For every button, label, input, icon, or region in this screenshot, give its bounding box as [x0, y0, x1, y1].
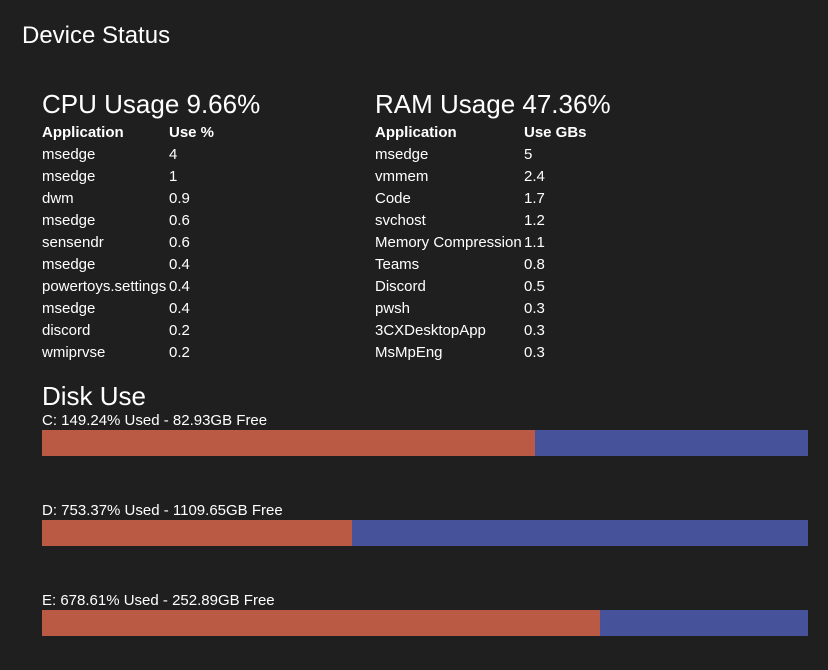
table-row: dwm 0.9	[42, 188, 214, 210]
table-row: msedge 5	[375, 144, 587, 166]
application-name-cell: 3CXDesktopApp	[375, 322, 486, 339]
application-name-cell: MsMpEng	[375, 344, 443, 361]
cpu-usage-panel: CPU Usage 9.66% Application Use % msedge…	[42, 88, 362, 364]
application-name-cell: Memory Compression	[375, 234, 522, 251]
disk-usage-bar	[42, 430, 808, 456]
table-header-row: Application Use %	[42, 122, 214, 144]
disk-drive-item: C: 149.24% Used - 82.93GB Free	[42, 412, 808, 502]
usage-value-cell: 0.8	[524, 256, 545, 273]
disk-free-segment	[599, 610, 808, 636]
table-row: svchost 1.2	[375, 210, 587, 232]
usage-value-cell: 4	[169, 146, 178, 163]
application-name-cell: sensendr	[42, 234, 104, 251]
usage-value-cell: 2.4	[524, 168, 545, 185]
application-name-cell: msedge	[42, 146, 96, 163]
table-row: Teams 0.8	[375, 254, 587, 276]
ram-usage-table: Application Use GBs msedge 5 vmmem 2.4 Code 1…	[375, 122, 587, 364]
table-row: MsMpEng 0.3	[375, 342, 587, 364]
table-row: pwsh 0.3	[375, 298, 587, 320]
table-row: Discord 0.5	[375, 276, 587, 298]
table-row: vmmem 2.4	[375, 166, 587, 188]
disk-use-section: Disk Use C: 149.24% Used - 82.93GB Free D…	[42, 380, 808, 670]
ram-usage-panel: RAM Usage 47.36% Application Use GBs mse…	[375, 88, 695, 364]
usage-value-cell: 0.3	[524, 322, 545, 339]
column-header-application: Application	[42, 124, 124, 141]
disk-free-segment	[534, 430, 808, 456]
table-row: msedge 0.4	[42, 298, 214, 320]
usage-value-cell: 0.3	[524, 344, 545, 361]
column-header-use: Use GBs	[524, 124, 587, 141]
table-row: wmiprvse 0.2	[42, 342, 214, 364]
application-name-cell: dwm	[42, 190, 74, 207]
table-row: Memory Compression 1.1	[375, 232, 587, 254]
disk-list: C: 149.24% Used - 82.93GB Free D: 753.37%…	[42, 412, 808, 670]
cpu-usage-table: Application Use % msedge 4 msedge 1 dwm 0.9 ms…	[42, 122, 214, 364]
disk-used-segment	[42, 610, 600, 636]
application-name-cell: pwsh	[375, 300, 411, 317]
table-row: msedge 0.6	[42, 210, 214, 232]
disk-used-segment	[42, 520, 353, 546]
usage-value-cell: 0.2	[169, 322, 190, 339]
application-name-cell: wmiprvse	[42, 344, 106, 361]
usage-value-cell: 0.9	[169, 190, 190, 207]
table-row: msedge 4	[42, 144, 214, 166]
ram-usage-heading: RAM Usage 47.36%	[375, 89, 611, 119]
usage-value-cell: 1.7	[524, 190, 545, 207]
table-header-row: Application Use GBs	[375, 122, 587, 144]
usage-value-cell: 5	[524, 146, 533, 163]
application-name-cell: msedge	[42, 212, 96, 229]
disk-usage-label: D: 753.37% Used - 1109.65GB Free	[42, 502, 283, 519]
column-header-use: Use %	[169, 124, 215, 141]
application-name-cell: Discord	[375, 278, 426, 295]
disk-drive-item: E: 678.61% Used - 252.89GB Free	[42, 592, 808, 670]
cpu-table-body: msedge 4 msedge 1 dwm 0.9 msedge 0.6 sensendr 0.6…	[42, 144, 214, 364]
disk-usage-label: C: 149.24% Used - 82.93GB Free	[42, 412, 268, 429]
ram-table-body: msedge 5 vmmem 2.4 Code 1.7 svchost 1.2 Memory C…	[375, 144, 587, 364]
application-name-cell: msedge	[42, 168, 96, 185]
application-name-cell: Code	[375, 190, 411, 207]
usage-value-cell: 0.3	[524, 300, 545, 317]
cpu-usage-heading: CPU Usage 9.66%	[42, 89, 261, 119]
usage-value-cell: 1	[169, 168, 178, 185]
disk-usage-bar	[42, 520, 808, 546]
usage-value-cell: 0.5	[524, 278, 545, 295]
table-row: 3CXDesktopApp 0.3	[375, 320, 587, 342]
application-name-cell: msedge	[42, 300, 96, 317]
table-row: discord 0.2	[42, 320, 214, 342]
usage-value-cell: 1.1	[524, 234, 545, 251]
table-row: powertoys.settings 0.4	[42, 276, 214, 298]
usage-value-cell: 0.2	[169, 344, 190, 361]
usage-value-cell: 0.4	[169, 300, 190, 317]
application-name-cell: vmmem	[375, 168, 429, 185]
disk-usage-bar	[42, 610, 808, 636]
disk-usage-label: E: 678.61% Used - 252.89GB Free	[42, 592, 275, 609]
table-row: Code 1.7	[375, 188, 587, 210]
usage-value-cell: 0.6	[169, 234, 190, 251]
column-header-application: Application	[375, 124, 457, 141]
disk-drive-item: D: 753.37% Used - 1109.65GB Free	[42, 502, 808, 592]
table-row: msedge 0.4	[42, 254, 214, 276]
application-name-cell: svchost	[375, 212, 426, 229]
application-name-cell: powertoys.settings	[42, 278, 167, 295]
application-name-cell: Teams	[375, 256, 420, 273]
disk-used-segment	[42, 430, 535, 456]
page-title: Device Status	[22, 22, 171, 49]
application-name-cell: msedge	[42, 256, 96, 273]
usage-value-cell: 0.4	[169, 256, 190, 273]
application-name-cell: msedge	[375, 146, 429, 163]
disk-free-segment	[352, 520, 808, 546]
usage-value-cell: 1.2	[524, 212, 545, 229]
table-row: msedge 1	[42, 166, 214, 188]
usage-value-cell: 0.4	[169, 278, 190, 295]
disk-use-heading: Disk Use	[42, 381, 147, 411]
table-row: sensendr 0.6	[42, 232, 214, 254]
usage-value-cell: 0.6	[169, 212, 190, 229]
application-name-cell: discord	[42, 322, 91, 339]
